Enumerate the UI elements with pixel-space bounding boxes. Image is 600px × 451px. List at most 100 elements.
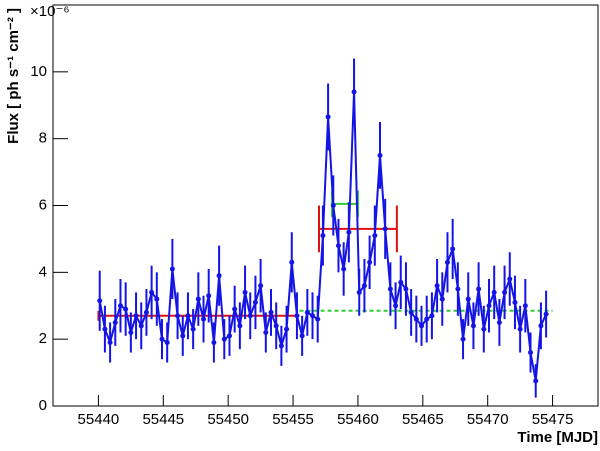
- data-point: [180, 333, 186, 339]
- data-point: [268, 309, 274, 315]
- data-point: [543, 311, 549, 317]
- data-point: [164, 340, 170, 346]
- data-point: [232, 306, 238, 312]
- x-tick-label: 55450: [207, 411, 249, 428]
- data-point: [491, 289, 497, 295]
- data-point: [325, 114, 331, 120]
- y-multiplier: ×10⁻⁶: [30, 3, 70, 20]
- x-tick-label: 55440: [78, 411, 120, 428]
- data-point: [533, 378, 539, 384]
- data-point: [460, 336, 466, 342]
- data-point: [169, 266, 175, 272]
- data-point: [123, 306, 129, 312]
- data-point: [351, 89, 357, 95]
- y-axis-label: Flux [ ph s⁻¹ cm⁻² ]: [5, 8, 22, 144]
- data-point: [434, 283, 440, 289]
- data-point: [496, 319, 502, 325]
- data-point: [258, 283, 264, 289]
- x-axis-label: Time [MJD]: [517, 429, 598, 446]
- x-tick-label: 55470: [467, 411, 509, 428]
- data-point: [195, 296, 201, 302]
- data-point: [138, 323, 144, 329]
- data-point: [102, 326, 108, 332]
- data-point: [377, 152, 383, 158]
- data-point: [206, 293, 212, 299]
- data-point: [361, 283, 367, 289]
- x-tick-label: 55465: [402, 411, 444, 428]
- y-tick-label: 0: [39, 397, 47, 414]
- data-point: [211, 340, 217, 346]
- data-point: [393, 303, 399, 309]
- data-point: [299, 333, 305, 339]
- data-point: [429, 313, 435, 319]
- data-point: [476, 286, 482, 292]
- data-point: [237, 323, 243, 329]
- data-point: [341, 266, 347, 272]
- y-tick-label: 6: [39, 196, 47, 213]
- data-point: [408, 309, 414, 315]
- data-point: [252, 299, 258, 305]
- data-point: [356, 289, 362, 295]
- data-point: [216, 273, 222, 279]
- data-point: [112, 319, 118, 325]
- data-point: [310, 313, 316, 319]
- data-point: [439, 296, 445, 302]
- data-point: [367, 259, 373, 265]
- data-point: [444, 259, 450, 265]
- data-point: [304, 309, 310, 315]
- data-point: [185, 313, 191, 319]
- x-tick-label: 55475: [532, 411, 574, 428]
- y-tick-label: 8: [39, 130, 47, 147]
- y-tick-label: 4: [39, 263, 47, 280]
- data-point: [201, 316, 207, 322]
- data-point: [97, 298, 103, 304]
- data-point: [413, 316, 419, 322]
- x-tick-label: 55460: [337, 411, 379, 428]
- data-point: [403, 286, 409, 292]
- data-point: [175, 313, 181, 319]
- data-point: [522, 303, 528, 309]
- data-point: [278, 343, 284, 349]
- data-point: [289, 259, 295, 265]
- data-point: [128, 329, 134, 335]
- data-point: [398, 279, 404, 285]
- data-point: [486, 303, 492, 309]
- plot-frame: [52, 4, 599, 407]
- data-point: [481, 326, 487, 332]
- data-point: [107, 340, 113, 346]
- data-point: [372, 233, 378, 239]
- data-point: [247, 313, 253, 319]
- data-point: [149, 289, 155, 295]
- data-point: [517, 326, 523, 332]
- data-point: [382, 226, 388, 232]
- data-point: [320, 233, 326, 239]
- data-point: [502, 289, 508, 295]
- data-point: [538, 323, 544, 329]
- y-tick-label: 10: [30, 63, 47, 80]
- data-point: [315, 316, 321, 322]
- data-point: [242, 289, 248, 295]
- data-point: [330, 203, 336, 208]
- y-tick-label: 2: [39, 330, 47, 347]
- data-point: [450, 246, 456, 252]
- data-point: [273, 323, 279, 329]
- data-point: [294, 313, 300, 319]
- data-point: [424, 316, 430, 322]
- data-point: [117, 303, 123, 309]
- data-point: [419, 323, 425, 329]
- data-point: [263, 329, 269, 335]
- data-point: [159, 336, 165, 342]
- x-tick-label: 55455: [272, 411, 314, 428]
- data-point: [221, 336, 227, 342]
- data-point: [470, 323, 476, 329]
- data-point: [143, 309, 149, 315]
- data-point: [284, 326, 290, 332]
- data-point: [335, 243, 341, 249]
- data-point: [133, 313, 139, 319]
- data-point: [387, 286, 393, 292]
- data-point: [528, 350, 534, 356]
- x-tick-label: 55445: [142, 411, 184, 428]
- data-point: [226, 333, 232, 339]
- data-point: [455, 286, 461, 292]
- data-point: [465, 296, 471, 302]
